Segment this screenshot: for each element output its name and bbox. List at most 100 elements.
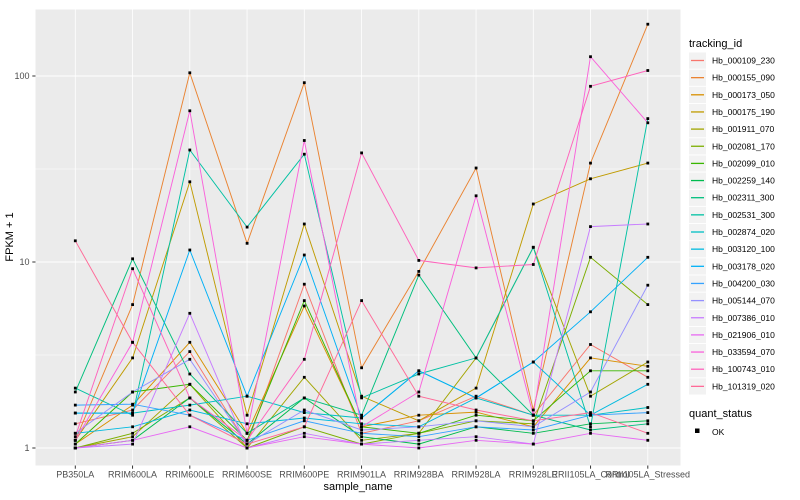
data-point bbox=[131, 267, 134, 271]
data-point bbox=[73, 442, 77, 446]
data-point bbox=[531, 419, 535, 423]
legend-item-label: Hb_007386_010 bbox=[712, 313, 775, 323]
data-point bbox=[589, 394, 592, 398]
x-tick-label: RRIM600LA bbox=[108, 470, 157, 480]
data-point bbox=[188, 148, 192, 152]
data-point bbox=[589, 343, 592, 346]
data-point bbox=[302, 304, 306, 308]
data-point bbox=[531, 408, 535, 412]
data-point bbox=[646, 422, 650, 426]
data-point bbox=[417, 419, 421, 423]
data-point bbox=[646, 431, 650, 435]
legend-item-Hb_004200_030: Hb_004200_030 bbox=[689, 275, 775, 292]
data-point bbox=[245, 446, 249, 450]
data-point bbox=[589, 177, 592, 181]
legend-item-label: Hb_004200_030 bbox=[712, 278, 775, 288]
legend-item-Hb_021906_010: Hb_021906_010 bbox=[689, 326, 775, 344]
data-point bbox=[531, 413, 535, 417]
data-point bbox=[531, 428, 535, 432]
data-point bbox=[131, 356, 134, 360]
data-point bbox=[302, 411, 306, 414]
data-point bbox=[245, 394, 249, 398]
data-point bbox=[131, 442, 134, 446]
data-point bbox=[131, 425, 134, 429]
data-point bbox=[188, 71, 192, 75]
legend-item-Hb_033594_070: Hb_033594_070 bbox=[689, 344, 775, 361]
data-point bbox=[646, 255, 650, 259]
data-point bbox=[646, 161, 650, 165]
y-tick-label: 1 bbox=[24, 443, 29, 453]
data-point bbox=[188, 350, 192, 353]
data-point bbox=[188, 340, 192, 344]
x-tick-label: RRIM600SE bbox=[222, 470, 272, 480]
data-point bbox=[474, 194, 478, 198]
data-point bbox=[302, 282, 306, 286]
data-point bbox=[73, 403, 77, 407]
data-point bbox=[531, 422, 535, 426]
data-point bbox=[474, 394, 478, 398]
axis-ticks bbox=[32, 75, 649, 469]
data-point bbox=[360, 428, 363, 432]
data-point bbox=[474, 166, 478, 170]
data-point bbox=[188, 403, 192, 407]
data-point bbox=[646, 369, 650, 373]
data-point bbox=[188, 109, 192, 113]
data-point bbox=[302, 81, 306, 85]
data-point bbox=[188, 413, 192, 417]
data-point bbox=[417, 425, 421, 429]
x-tick-label: RRIM928LA bbox=[452, 470, 501, 480]
data-point bbox=[589, 225, 592, 228]
data-point bbox=[474, 386, 478, 390]
data-point bbox=[589, 428, 592, 432]
data-point bbox=[245, 241, 249, 245]
data-point bbox=[417, 442, 421, 446]
x-axis-title: sample_name bbox=[323, 481, 392, 493]
data-point bbox=[302, 425, 306, 429]
data-point bbox=[417, 431, 421, 435]
data-point bbox=[589, 369, 592, 373]
data-point bbox=[646, 375, 650, 379]
legend-item-Hb_002531_300: Hb_002531_300 bbox=[689, 206, 775, 224]
x-tick-label: RRIM600LE bbox=[165, 470, 214, 480]
data-point bbox=[188, 425, 192, 429]
data-point bbox=[646, 222, 650, 226]
legend-item-label: Hb_033594_070 bbox=[712, 347, 775, 357]
data-point bbox=[646, 411, 650, 414]
data-point bbox=[417, 372, 421, 376]
data-point bbox=[245, 438, 249, 442]
y-tick-label: 10 bbox=[19, 257, 29, 267]
data-point bbox=[302, 222, 306, 226]
data-point bbox=[360, 422, 363, 426]
data-point bbox=[531, 442, 535, 446]
quant-status-markers bbox=[73, 22, 650, 450]
legend-item-Hb_100743_010: Hb_100743_010 bbox=[689, 361, 775, 378]
data-point bbox=[646, 364, 650, 368]
data-point bbox=[646, 406, 650, 409]
legend-entries: Hb_000109_230 Hb_000155_090 Hb_000173_050 H… bbox=[689, 52, 775, 395]
data-point bbox=[417, 438, 421, 442]
legend: tracking_id Hb_000109_230Hb_000155_090Hb… bbox=[689, 38, 775, 437]
x-tick-label: PB350LA bbox=[56, 470, 94, 480]
legend-item-Hb_007386_010: Hb_007386_010 bbox=[689, 309, 775, 326]
legend-item-Hb_003178_020: Hb_003178_020 bbox=[689, 258, 775, 275]
data-point bbox=[131, 402, 134, 406]
data-point bbox=[360, 425, 363, 429]
data-point bbox=[474, 435, 478, 439]
data-point bbox=[474, 410, 478, 414]
data-point bbox=[131, 431, 134, 435]
data-point bbox=[302, 299, 306, 302]
data-point bbox=[531, 431, 535, 435]
legend-item-label: OK bbox=[712, 427, 725, 437]
legend-item-Hb_000173_050: Hb_000173_050 bbox=[689, 86, 775, 103]
data-point bbox=[417, 273, 421, 277]
data-point bbox=[417, 270, 421, 273]
data-point bbox=[131, 408, 134, 412]
legend-item-label: Hb_003120_100 bbox=[712, 244, 775, 254]
data-point bbox=[531, 263, 535, 266]
data-point bbox=[302, 435, 306, 439]
data-point bbox=[646, 303, 650, 306]
data-point bbox=[73, 390, 77, 394]
data-point bbox=[188, 408, 192, 412]
